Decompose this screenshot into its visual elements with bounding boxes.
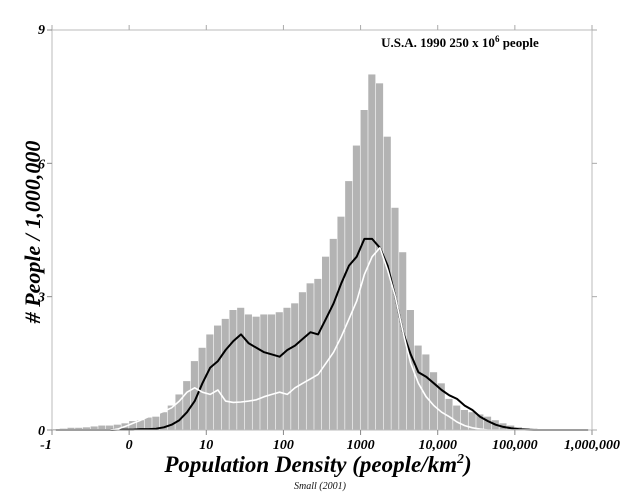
histogram-bar: [322, 256, 330, 430]
histogram-bar: [198, 347, 206, 430]
x-tick-label: 0: [126, 438, 133, 453]
y-axis-label: # People / 1,000,000: [20, 141, 45, 325]
black-series-line: [55, 237, 589, 431]
histogram-bar: [106, 425, 114, 430]
histogram-bars: [52, 74, 576, 431]
histogram-bar: [237, 307, 245, 430]
source-credit: Small (2001): [294, 481, 347, 492]
histogram-bar: [291, 303, 299, 430]
histogram-bar: [422, 354, 430, 430]
histogram-bar: [460, 410, 468, 430]
histogram-bar: [160, 412, 168, 430]
x-tick-label: 10: [199, 438, 213, 453]
histogram-bar: [445, 398, 453, 430]
histogram-bar: [399, 252, 407, 430]
histogram-bar: [175, 394, 183, 430]
histogram-bar: [167, 405, 175, 430]
histogram-bar: [67, 427, 75, 430]
x-tick-label: 10,000: [418, 438, 457, 453]
histogram-bar: [437, 383, 445, 430]
histogram-bar: [298, 292, 306, 430]
histogram-bar: [352, 145, 360, 431]
histogram-bar: [391, 207, 399, 430]
x-axis-label: Population Density (people/km2): [163, 452, 471, 477]
series-lines: [55, 237, 589, 431]
axis-ticks: [47, 25, 597, 435]
histogram-bar: [345, 181, 353, 430]
histogram-bar: [90, 426, 98, 430]
x-tick-label: 1000: [347, 438, 375, 453]
histogram-bar: [98, 425, 106, 430]
histogram-bar: [453, 405, 461, 430]
histogram-bar: [414, 345, 422, 430]
x-tick-labels: -1 0 10 100 1000 10,000 100,000 1,000,000: [40, 438, 620, 453]
histogram-bar: [283, 307, 291, 430]
x-tick-label: 100: [273, 438, 294, 453]
histogram-bar: [136, 420, 144, 430]
histogram-bar: [214, 325, 222, 430]
histogram-bar: [113, 424, 121, 430]
white-series-line: [55, 247, 589, 431]
histogram-bar: [252, 316, 260, 430]
histogram-bar: [484, 416, 492, 430]
histogram-bar: [468, 412, 476, 430]
histogram-bar: [368, 74, 376, 430]
histogram-bar: [406, 310, 414, 430]
histogram-bar: [275, 312, 283, 430]
plot-frame: [51, 29, 593, 431]
histogram-bar: [183, 381, 191, 430]
histogram-bar: [329, 238, 337, 430]
histogram-bar: [383, 136, 391, 430]
histogram-bar: [229, 310, 237, 430]
histogram-bar: [376, 83, 384, 430]
histogram-bar: [268, 314, 276, 430]
histogram-bar: [152, 416, 160, 430]
histogram-bar: [360, 110, 368, 430]
histogram-bar: [206, 334, 214, 430]
histogram-bar: [244, 314, 252, 430]
histogram-bar: [430, 372, 438, 430]
y-tick-label: 0: [38, 424, 45, 439]
y-tick-label: 6: [38, 157, 45, 172]
histogram-bar: [476, 414, 484, 430]
histogram-bar: [129, 421, 137, 430]
y-tick-labels: 0 3 6 9: [37, 23, 45, 439]
histogram-bar: [221, 318, 229, 430]
x-tick-label: 100,000: [492, 438, 538, 453]
histogram-bar: [144, 417, 152, 430]
histogram-bar: [190, 361, 198, 430]
y-tick-label: 9: [38, 23, 45, 38]
histogram-bar: [260, 314, 268, 430]
histogram-bar: [337, 216, 345, 430]
y-tick-label: 3: [37, 291, 45, 306]
chart-title: U.S.A. 1990 250 x 106 people: [381, 34, 539, 50]
histogram-bar: [82, 427, 90, 430]
histogram-bar: [75, 427, 83, 430]
histogram-bar: [306, 283, 314, 430]
x-tick-label: 1,000,000: [564, 438, 620, 453]
histogram-bar: [314, 278, 322, 430]
x-tick-label: -1: [40, 438, 52, 453]
